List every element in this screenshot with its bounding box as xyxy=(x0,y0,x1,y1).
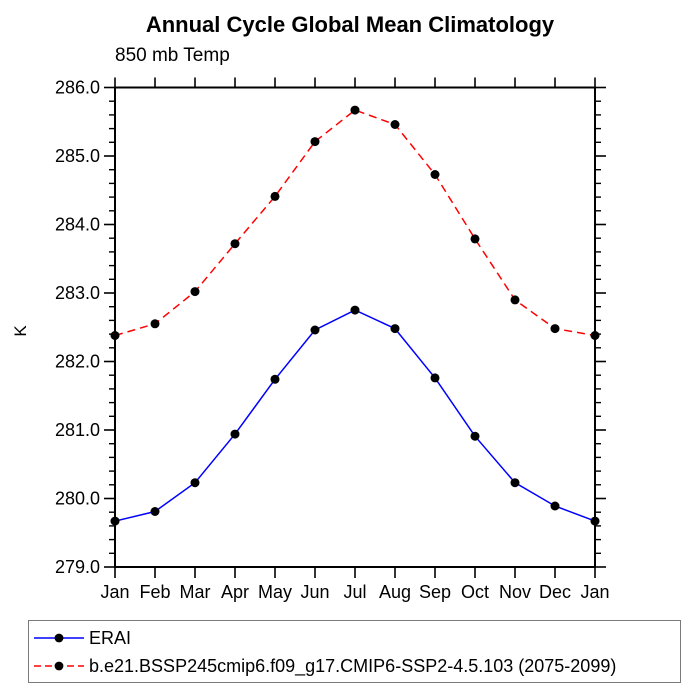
data-point xyxy=(590,516,600,526)
series-line-0 xyxy=(114,309,596,522)
x-tick-label: Oct xyxy=(461,582,489,602)
plot-area: 279.0 280.0 281.0 282.0 283.0 284.0 285.0 286.0… xyxy=(55,77,610,602)
data-point xyxy=(110,516,120,526)
data-point xyxy=(390,120,400,129)
x-tick-label: May xyxy=(258,582,292,602)
y-tick-label: 280.0 xyxy=(55,489,100,509)
y-tick-label: 286.0 xyxy=(55,78,100,98)
y-tick-label: 281.0 xyxy=(55,420,100,440)
chart-title: Annual Cycle Global Mean Climatology xyxy=(145,12,555,37)
data-point xyxy=(350,105,360,115)
x-tick-label: Jul xyxy=(343,582,366,602)
data-point xyxy=(190,478,200,488)
data-point xyxy=(310,137,320,147)
y-tick-label: 279.0 xyxy=(55,557,100,577)
data-point xyxy=(190,287,200,297)
data-point xyxy=(150,507,160,516)
x-tick-label: Apr xyxy=(221,582,249,602)
legend-line-sample-erai xyxy=(34,633,84,643)
x-tick-label: Dec xyxy=(539,582,571,602)
x-tick-label: Mar xyxy=(180,582,211,602)
data-point xyxy=(150,319,160,329)
x-tick-label: Jun xyxy=(300,582,329,602)
x-tick-label: Sep xyxy=(419,582,451,602)
data-point xyxy=(510,295,520,305)
data-point xyxy=(470,431,480,441)
legend-line-sample-cmip6 xyxy=(34,661,84,671)
data-point xyxy=(230,429,240,439)
data-point xyxy=(270,374,280,384)
legend-label-erai: ERAI xyxy=(89,627,132,648)
y-tick-label: 284.0 xyxy=(55,215,100,235)
legend-marker-icon xyxy=(54,661,64,671)
x-tick-label: Jan xyxy=(100,582,129,602)
plot-frame xyxy=(114,86,596,568)
x-tick-label: Aug xyxy=(379,582,411,602)
y-tick-label: 282.0 xyxy=(55,352,100,372)
data-point xyxy=(510,478,520,488)
y-tick-label: 285.0 xyxy=(55,146,100,166)
data-point xyxy=(470,234,480,244)
y-tick-label: 283.0 xyxy=(55,283,100,303)
legend-item-cmip6: b.e21.BSSP245cmip6.f09_g17.CMIP6-SSP2-4.… xyxy=(33,652,680,680)
data-point xyxy=(550,324,560,334)
legend-item-erai: ERAI xyxy=(33,624,680,652)
x-tick-label: Jan xyxy=(580,582,609,602)
x-tick-label: Nov xyxy=(499,582,531,602)
chart-subtitle: 850 mb Temp xyxy=(115,45,230,66)
data-point xyxy=(430,170,440,179)
data-point xyxy=(350,305,360,315)
series-line-1 xyxy=(114,109,596,337)
data-point xyxy=(110,331,120,340)
data-point xyxy=(270,191,280,201)
data-point xyxy=(590,331,600,340)
data-point xyxy=(430,373,440,383)
data-point xyxy=(550,501,560,511)
data-point xyxy=(230,239,240,249)
legend: ERAI b.e21.BSSP245cmip6.f09_g17.CMIP6-SS… xyxy=(28,620,681,683)
x-tick-label: Feb xyxy=(139,582,170,602)
legend-label-cmip6: b.e21.BSSP245cmip6.f09_g17.CMIP6-SSP2-4.… xyxy=(89,655,617,676)
data-point xyxy=(310,325,320,335)
legend-marker-icon xyxy=(54,633,64,643)
data-point xyxy=(390,324,400,334)
